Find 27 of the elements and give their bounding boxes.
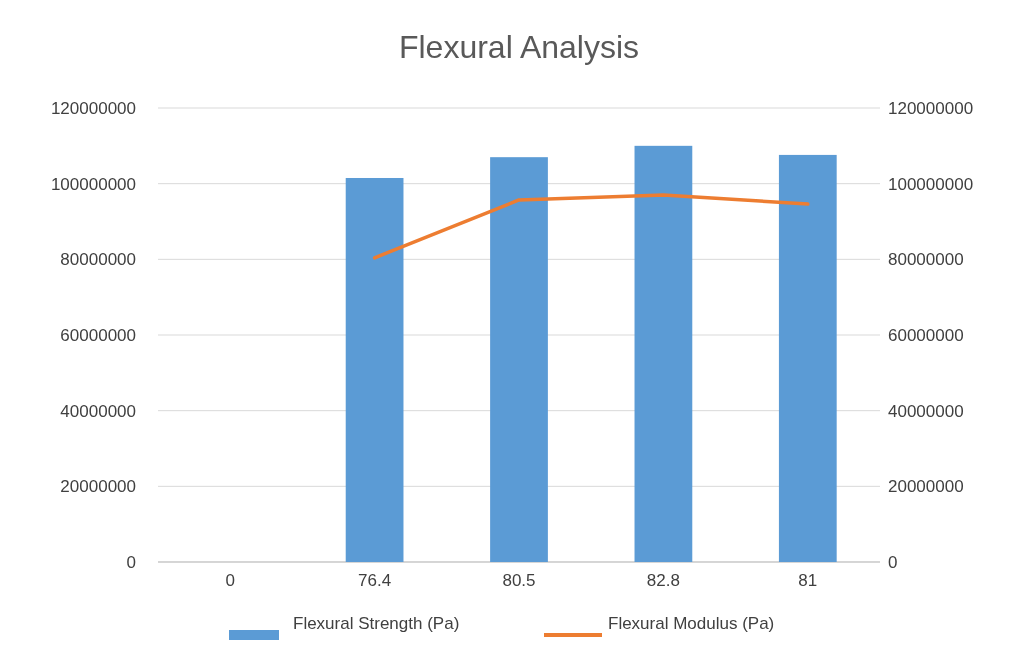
- y-tick-label: 40000000: [60, 401, 136, 421]
- x-tick-label: 0: [225, 571, 235, 590]
- legend-label: Flexural Modulus (Pa): [608, 614, 775, 633]
- y2-tick-label: 0: [888, 553, 898, 572]
- x-tick-label: 81: [798, 571, 818, 590]
- bar: [345, 177, 404, 562]
- x-tick-label: 76.4: [358, 571, 392, 590]
- bar: [634, 145, 693, 562]
- y2-tick-label: 60000000: [888, 326, 964, 345]
- bar: [778, 154, 837, 562]
- y2-tick-label: 40000000: [888, 401, 964, 421]
- y-tick-label: 120000000: [50, 99, 136, 118]
- y-tick-label: 20000000: [60, 477, 136, 497]
- y2-tick-label: 120000000: [888, 99, 974, 118]
- line-series: [372, 193, 810, 260]
- y-tick-label: 60000000: [60, 326, 136, 345]
- y-tick-label: 0: [126, 553, 136, 572]
- x-tick-label: 82.8: [646, 571, 680, 590]
- y-tick-label: 80000000: [60, 250, 136, 270]
- y2-tick-label: 80000000: [888, 250, 964, 270]
- y2-tick-label: 20000000: [888, 477, 964, 497]
- legend-label: Flexural Strength (Pa): [293, 614, 460, 633]
- x-tick-label: 80.5: [502, 571, 536, 590]
- bar: [490, 157, 548, 562]
- y-tick-label: 100000000: [50, 174, 136, 194]
- y2-tick-label: 100000000: [888, 174, 974, 194]
- chart-title: Flexural Analysis: [398, 29, 640, 65]
